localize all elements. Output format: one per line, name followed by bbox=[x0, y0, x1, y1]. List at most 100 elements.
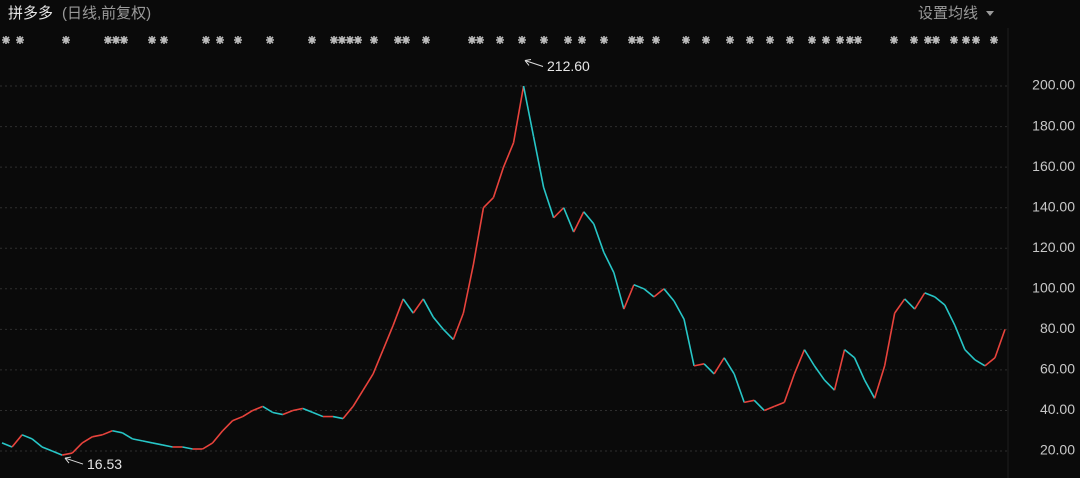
event-marker bbox=[202, 36, 210, 44]
event-marker bbox=[422, 36, 430, 44]
price-segment bbox=[92, 434, 103, 438]
event-marker bbox=[2, 36, 10, 44]
price-segment bbox=[883, 312, 896, 367]
event-marker bbox=[216, 36, 224, 44]
price-segment bbox=[873, 365, 886, 399]
price-segment bbox=[102, 430, 113, 436]
price-segment bbox=[774, 401, 785, 408]
price-segment bbox=[1, 442, 13, 448]
price-segment bbox=[753, 399, 765, 412]
event-marker bbox=[766, 36, 774, 44]
event-marker bbox=[726, 36, 734, 44]
price-segment bbox=[934, 296, 946, 306]
price-segment bbox=[252, 405, 264, 412]
event-marker bbox=[990, 36, 998, 44]
price-segment bbox=[562, 207, 575, 233]
event-marker bbox=[950, 36, 958, 44]
price-segment bbox=[512, 85, 525, 143]
price-segment bbox=[522, 85, 535, 137]
price-segment bbox=[71, 442, 83, 454]
event-marker bbox=[808, 36, 816, 44]
price-segment bbox=[442, 328, 454, 341]
annotation-label: 16.53 bbox=[87, 456, 122, 472]
price-segment bbox=[202, 442, 214, 450]
y-tick-label: 200.00 bbox=[1032, 77, 1075, 93]
price-segment bbox=[152, 442, 163, 446]
event-marker bbox=[846, 36, 854, 44]
price-segment bbox=[412, 298, 424, 314]
event-marker bbox=[104, 36, 112, 44]
event-marker bbox=[924, 36, 932, 44]
annotation-arrowhead bbox=[64, 456, 72, 464]
event-marker bbox=[402, 36, 410, 44]
event-marker bbox=[112, 36, 120, 44]
event-marker bbox=[62, 36, 70, 44]
price-segment bbox=[783, 373, 796, 403]
price-segment bbox=[81, 436, 93, 444]
price-segment bbox=[142, 440, 153, 444]
price-segment bbox=[623, 284, 635, 310]
event-marker bbox=[266, 36, 274, 44]
price-segment bbox=[984, 357, 996, 367]
y-tick-label: 60.00 bbox=[1040, 361, 1075, 377]
event-marker bbox=[786, 36, 794, 44]
price-segment bbox=[813, 365, 826, 381]
price-segment bbox=[603, 251, 615, 273]
price-segment bbox=[492, 166, 505, 198]
price-segment bbox=[472, 207, 485, 265]
price-segment bbox=[432, 316, 444, 330]
y-tick-label: 160.00 bbox=[1032, 158, 1075, 174]
price-segment bbox=[853, 357, 866, 381]
event-marker bbox=[652, 36, 660, 44]
y-tick-label: 80.00 bbox=[1040, 320, 1075, 336]
price-segment bbox=[803, 349, 816, 367]
price-segment bbox=[342, 405, 354, 420]
price-segment bbox=[132, 438, 143, 442]
event-marker bbox=[962, 36, 970, 44]
price-segment bbox=[763, 405, 775, 412]
price-segment bbox=[462, 264, 475, 314]
annotation-arrow bbox=[524, 60, 544, 67]
event-marker bbox=[578, 36, 586, 44]
price-segment bbox=[352, 389, 364, 407]
y-tick-label: 140.00 bbox=[1032, 198, 1075, 214]
price-segment bbox=[723, 357, 735, 375]
event-marker bbox=[600, 36, 608, 44]
menu-arrow[interactable] bbox=[986, 11, 994, 16]
price-segment bbox=[332, 415, 344, 420]
price-segment bbox=[744, 399, 755, 404]
price-segment bbox=[954, 325, 966, 350]
y-tick-label: 180.00 bbox=[1032, 117, 1075, 133]
price-segment bbox=[242, 409, 254, 418]
y-tick-label: 40.00 bbox=[1040, 401, 1075, 417]
price-segment bbox=[683, 319, 695, 367]
price-segment bbox=[112, 429, 123, 434]
price-segment bbox=[733, 373, 745, 403]
price-segment bbox=[312, 411, 324, 418]
price-segment bbox=[222, 420, 234, 432]
price-segment bbox=[964, 349, 976, 361]
event-marker bbox=[822, 36, 830, 44]
event-marker bbox=[308, 36, 316, 44]
price-segment bbox=[372, 349, 384, 375]
chart-title: 拼多多 bbox=[8, 5, 53, 22]
event-marker bbox=[972, 36, 980, 44]
event-marker bbox=[628, 36, 636, 44]
price-segment bbox=[823, 379, 836, 391]
menu-button[interactable]: 设置均线 bbox=[918, 5, 978, 22]
price-segment bbox=[21, 434, 33, 440]
event-marker bbox=[468, 36, 476, 44]
price-segment bbox=[392, 298, 404, 326]
event-marker bbox=[120, 36, 128, 44]
annotation-label: 212.60 bbox=[547, 58, 590, 74]
price-segment bbox=[572, 211, 585, 233]
price-segment bbox=[302, 407, 314, 414]
price-segment bbox=[844, 349, 856, 359]
event-marker bbox=[910, 36, 918, 44]
event-marker bbox=[932, 36, 940, 44]
price-segment bbox=[914, 292, 926, 310]
price-segment bbox=[924, 292, 936, 298]
event-marker bbox=[346, 36, 354, 44]
price-segment bbox=[693, 363, 705, 367]
event-marker bbox=[854, 36, 862, 44]
